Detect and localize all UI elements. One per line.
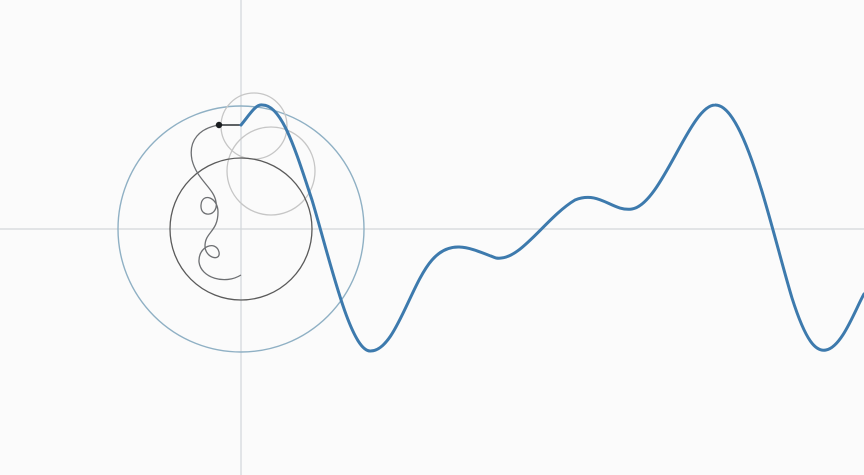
wave-curve — [239, 103, 864, 353]
medium-circle — [169, 157, 313, 301]
tip-point — [215, 121, 223, 129]
small-circle-middle — [226, 126, 316, 216]
large-circle — [117, 105, 365, 353]
epicycle-trace-path — [190, 124, 242, 281]
